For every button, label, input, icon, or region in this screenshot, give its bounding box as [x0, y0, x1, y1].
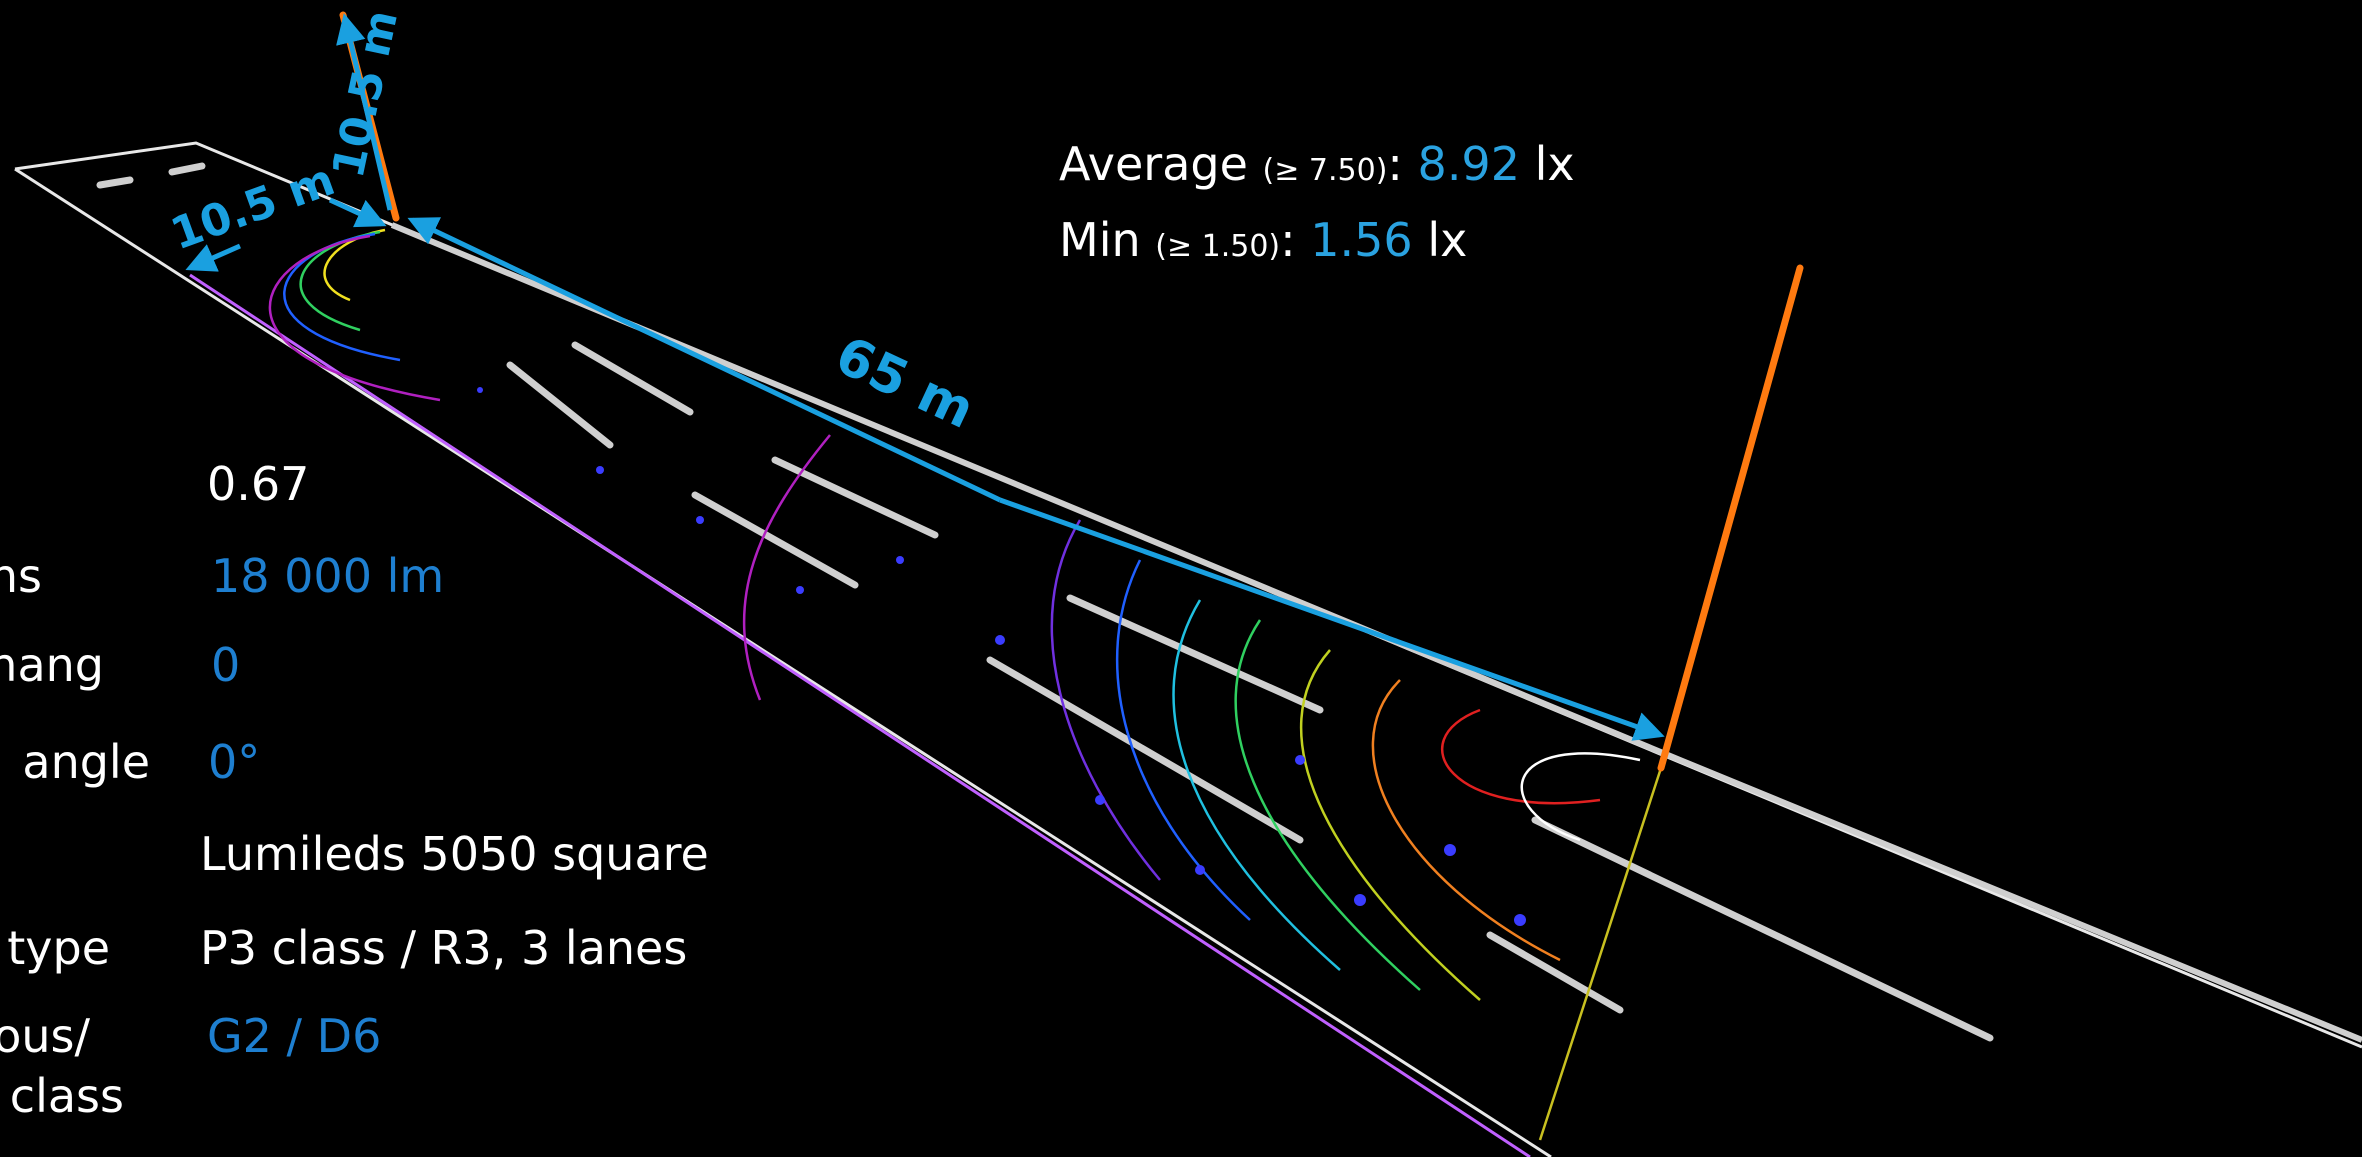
cell-value: P3 class / R3, 3 lanes	[200, 921, 687, 975]
isoline	[1234, 619, 1421, 991]
cell-value: G2 / D6	[207, 1009, 381, 1063]
spacing: 65 m	[827, 325, 983, 441]
pole	[1657, 264, 1804, 772]
isoline	[1050, 519, 1161, 881]
poles	[339, 11, 1804, 772]
cell-label: type	[7, 921, 110, 975]
grid-point	[477, 387, 483, 393]
road-edge	[189, 273, 1531, 1157]
value: 1.56	[1310, 213, 1412, 267]
grid-point	[1295, 755, 1305, 765]
dimension-arrows: 10.5 m 10.5 m 65 m	[164, 6, 1665, 741]
cell-value: 18 000 lm	[211, 549, 444, 603]
height-arrow	[336, 13, 393, 211]
lane-mark	[168, 162, 206, 176]
cell-value: Lumileds 5050 square	[200, 827, 709, 881]
grid-point	[796, 586, 804, 594]
lane-mark	[771, 456, 939, 539]
cell-label: ns	[0, 549, 42, 603]
grid-point	[1514, 914, 1526, 926]
lane-mark	[1486, 931, 1624, 1014]
arm-arrow	[185, 243, 242, 272]
grid-point	[995, 635, 1005, 645]
table: 0.67 ns 18 000 lm hang 0 angle 0° Lumile…	[0, 457, 709, 1123]
cell-label: angle	[22, 735, 150, 789]
isoline	[1299, 649, 1481, 1001]
road	[14, 141, 2362, 1157]
isoline	[1172, 599, 1341, 971]
isoline	[1520, 752, 1641, 842]
cell-value: 0	[211, 638, 240, 692]
isoline	[742, 434, 831, 701]
separator: :	[1387, 137, 1403, 191]
isoline	[323, 228, 386, 302]
cell-value: 0.67	[207, 457, 309, 511]
grid-point	[1095, 795, 1105, 805]
spacing-arrow	[999, 497, 1665, 741]
arm-arrow	[328, 197, 387, 228]
grid-point	[1195, 865, 1205, 875]
lane-mark	[571, 341, 694, 416]
min-line: Min (≥ 1.50): 1.56 lx	[1059, 213, 1467, 267]
lane-mark	[96, 176, 134, 189]
pole-height: 10.5 m	[323, 6, 408, 183]
grid-point	[696, 516, 704, 524]
unit: lx	[1427, 213, 1467, 267]
grid-point	[596, 466, 604, 474]
unit: lx	[1535, 137, 1575, 191]
value: 8.92	[1418, 137, 1520, 191]
road-edge	[390, 222, 2362, 1043]
grid-point	[1444, 844, 1456, 856]
cell-value: 0°	[208, 735, 260, 789]
summary: Average (≥ 7.50): 8.92 lx Min (≥ 1.50): …	[1059, 137, 1575, 267]
lane-mark	[1531, 816, 1994, 1042]
lane-mark	[506, 361, 614, 449]
isoline	[1371, 679, 1561, 962]
requirement: (≥ 7.50)	[1263, 153, 1388, 188]
label: Average	[1059, 137, 1248, 191]
isoline	[1440, 708, 1601, 805]
calc-grid-edge	[1538, 767, 1663, 1141]
lane-mark	[1066, 594, 1324, 714]
isoline	[268, 234, 441, 402]
label: Min	[1059, 213, 1141, 267]
lane-mark	[691, 491, 859, 589]
cell-label: hang	[0, 638, 104, 692]
grid-point	[1354, 894, 1366, 906]
isoline	[1115, 559, 1251, 921]
cell-label: class	[10, 1069, 124, 1123]
lane-mark	[986, 656, 1304, 844]
isolines	[268, 228, 1641, 1001]
average-line: Average (≥ 7.50): 8.92 lx	[1059, 137, 1575, 191]
requirement: (≥ 1.50)	[1155, 229, 1280, 264]
cell-label: nous/	[0, 1009, 90, 1063]
spacing-arrow	[407, 217, 1002, 503]
grid-points	[477, 387, 1526, 926]
grid-point	[896, 556, 904, 564]
road-edge	[14, 167, 1552, 1157]
separator: :	[1280, 213, 1296, 267]
